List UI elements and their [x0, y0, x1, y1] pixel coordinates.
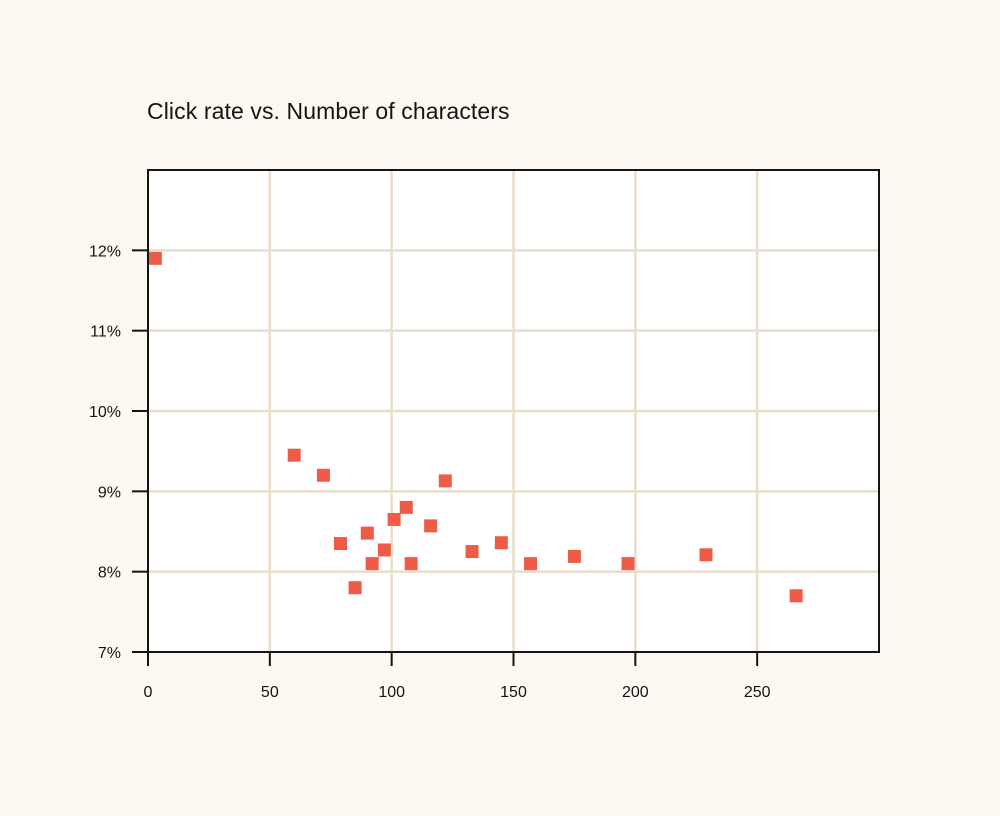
data-point-16	[567, 549, 581, 563]
data-point-18	[699, 548, 713, 562]
x-tick-label: 200	[622, 684, 649, 701]
y-tick-label: 9%	[98, 484, 121, 501]
chart-title: Click rate vs. Number of characters	[147, 98, 510, 124]
data-point-2	[316, 468, 330, 482]
x-tick-label: 50	[261, 684, 279, 701]
x-tick-label: 250	[744, 684, 771, 701]
axes	[132, 169, 880, 666]
data-point-15	[524, 557, 538, 571]
y-tick-label: 8%	[98, 565, 121, 582]
data-point-10	[404, 557, 418, 571]
x-tick-label: 150	[500, 684, 527, 701]
y-tick-label: 7%	[98, 645, 121, 662]
data-point-5	[360, 526, 374, 540]
data-point-13	[465, 545, 479, 559]
data-point-1	[287, 448, 301, 462]
x-tick-label: 0	[144, 684, 153, 701]
data-point-8	[387, 512, 401, 526]
data-points	[148, 251, 803, 603]
y-tick-label: 10%	[89, 404, 121, 421]
data-point-3	[333, 537, 347, 551]
y-tick-label: 11%	[90, 324, 121, 341]
data-point-0	[148, 251, 162, 265]
y-tick-label: 12%	[89, 243, 121, 260]
data-point-17	[621, 557, 635, 571]
data-point-4	[348, 581, 362, 595]
tick-labels: 0 50 100 150 200 250 7% 8% 9% 10% 11% 12%	[89, 243, 771, 701]
data-point-19	[789, 589, 803, 603]
data-point-6	[365, 557, 379, 571]
x-tick-label: 100	[378, 684, 405, 701]
grid-lines	[148, 170, 879, 652]
data-point-11	[424, 519, 438, 533]
data-point-9	[399, 500, 413, 514]
data-point-7	[377, 543, 391, 557]
data-point-12	[438, 474, 452, 488]
data-point-14	[494, 536, 508, 550]
